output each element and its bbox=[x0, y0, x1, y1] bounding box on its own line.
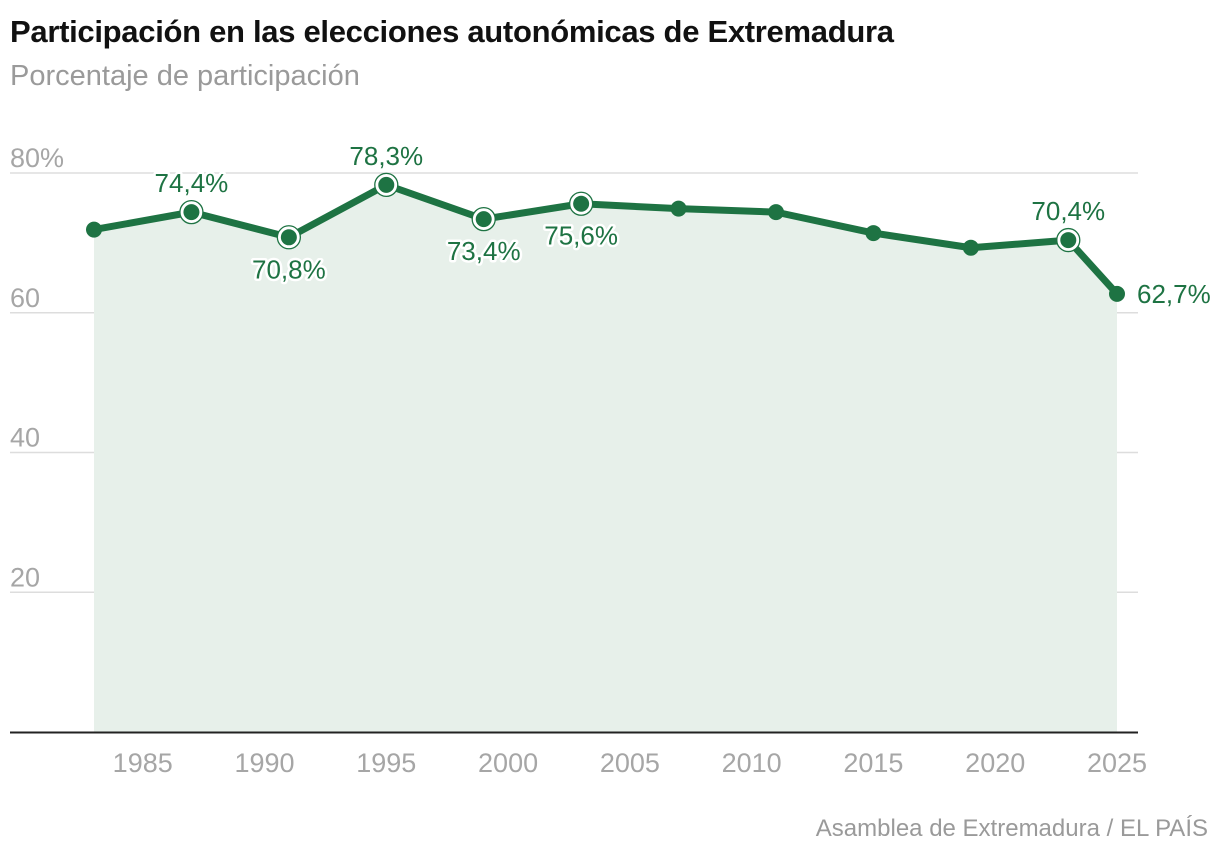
x-tick-label: 2000 bbox=[478, 748, 538, 778]
y-tick-label: 80% bbox=[10, 143, 64, 173]
chart-subtitle: Porcentaje de participación bbox=[10, 60, 360, 92]
data-point bbox=[475, 211, 492, 228]
data-point bbox=[183, 204, 200, 221]
data-label: 73,4% bbox=[447, 236, 521, 266]
data-label: 70,4% bbox=[1031, 196, 1105, 226]
data-point bbox=[768, 204, 784, 221]
data-point bbox=[865, 225, 882, 242]
x-tick-label: 2025 bbox=[1087, 748, 1147, 778]
x-tick-label: 2015 bbox=[843, 748, 903, 778]
data-label: 62,7% bbox=[1137, 279, 1211, 309]
data-point bbox=[573, 195, 590, 212]
data-points bbox=[86, 172, 1125, 302]
x-axis-ticks: 1985 1990 1995 2000 2005 2010 2015 2020 2025 bbox=[113, 748, 1147, 778]
area-fill bbox=[94, 184, 1117, 732]
data-label: 78,3% bbox=[349, 141, 423, 171]
series-line bbox=[90, 181, 1121, 298]
x-tick-label: 2010 bbox=[722, 748, 782, 778]
data-label: 70,8% bbox=[252, 254, 326, 284]
data-label: 75,6% bbox=[544, 221, 618, 251]
chart-title: Participación en las elecciones autonómi… bbox=[10, 14, 894, 49]
data-labels: 74,4% 70,8% 78,3% 73,4% 75,6% 70,4% 62,7% bbox=[152, 138, 1213, 311]
data-point bbox=[378, 176, 395, 193]
series-line-layer bbox=[90, 181, 1121, 298]
y-axis-ticks: 80% 60 40 20 bbox=[10, 143, 64, 592]
data-point bbox=[1109, 285, 1125, 302]
x-tick-label: 2020 bbox=[965, 748, 1025, 778]
x-tick-label: 1995 bbox=[356, 748, 416, 778]
data-point bbox=[962, 239, 979, 256]
x-tick-label: 2005 bbox=[600, 748, 660, 778]
data-point bbox=[670, 200, 687, 217]
source-credit: Asamblea de Extremadura / EL PAÍS bbox=[815, 815, 1208, 842]
data-point bbox=[280, 229, 297, 246]
y-tick-label: 40 bbox=[10, 423, 40, 453]
data-point bbox=[86, 221, 102, 238]
area-fill-layer bbox=[94, 184, 1117, 732]
y-tick-label: 20 bbox=[10, 562, 40, 592]
data-label: 74,4% bbox=[155, 168, 229, 198]
data-point bbox=[1060, 232, 1077, 249]
y-tick-label: 60 bbox=[10, 283, 40, 313]
x-tick-label: 1985 bbox=[113, 748, 173, 778]
x-tick-label: 1990 bbox=[234, 748, 294, 778]
